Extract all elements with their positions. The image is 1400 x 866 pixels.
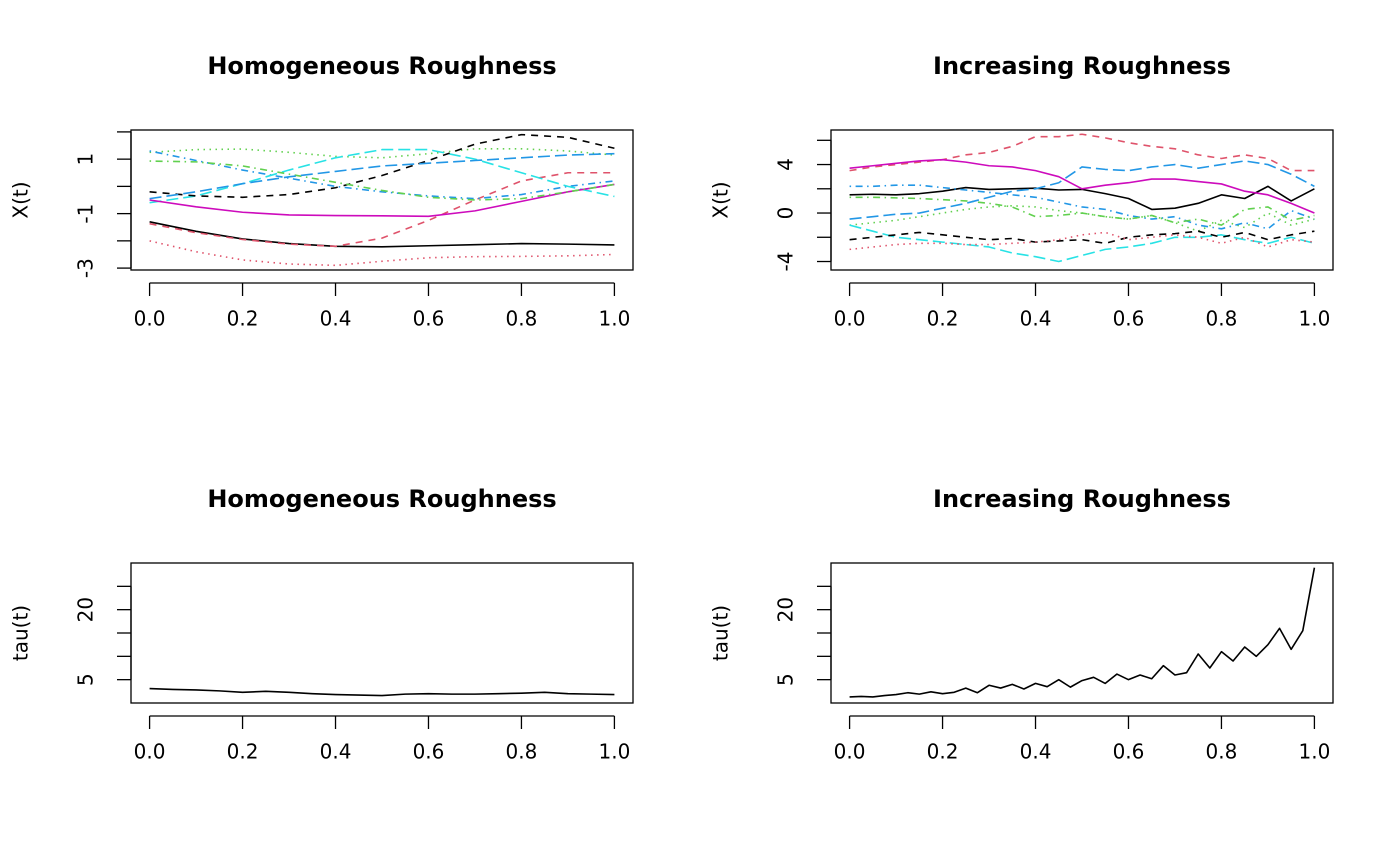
series-line — [849, 224, 1315, 263]
panel-title: Increasing Roughness — [933, 485, 1231, 513]
x-tick-label: 0.6 — [1113, 740, 1145, 764]
series-line — [849, 185, 1315, 211]
series-line — [149, 148, 615, 204]
series-line — [849, 184, 1315, 230]
y-tick-label: 5 — [774, 673, 798, 686]
x-tick-label: 0.0 — [134, 307, 166, 331]
x-tick-label: 0.2 — [227, 307, 259, 331]
y-tick-label: 0 — [774, 207, 798, 220]
plot-box — [130, 562, 634, 704]
x-tick-label: 1.0 — [1299, 740, 1331, 764]
series-line — [149, 133, 615, 199]
x-tick-label: 0.8 — [506, 307, 538, 331]
series-line — [849, 567, 1316, 698]
x-tick-label: 0.6 — [413, 740, 445, 764]
series-line — [149, 240, 615, 267]
x-tick-label: 0.4 — [320, 740, 352, 764]
y-tick-label: 5 — [74, 673, 98, 686]
x-tick-label: 0.0 — [834, 307, 866, 331]
x-tick-label: 0.6 — [413, 307, 445, 331]
y-tick-label: 20 — [774, 597, 798, 622]
x-tick-label: 0.2 — [227, 740, 259, 764]
y-tick-label: 1 — [74, 153, 98, 166]
y-axis-label: X(t) — [9, 181, 33, 218]
y-tick-label: -1 — [74, 204, 98, 224]
panel-title: Homogeneous Roughness — [207, 52, 556, 80]
series-line — [849, 160, 1315, 220]
series-line — [849, 230, 1315, 245]
series-line — [149, 221, 615, 248]
x-tick-label: 0.4 — [1020, 307, 1052, 331]
x-tick-label: 0.6 — [1113, 307, 1145, 331]
x-tick-label: 0.8 — [506, 740, 538, 764]
series-line — [849, 133, 1315, 172]
series-line — [149, 152, 615, 200]
series-line — [149, 150, 615, 200]
y-axis-label: X(t) — [709, 181, 733, 218]
series-line — [849, 204, 1315, 233]
series-line — [149, 687, 615, 697]
x-tick-label: 0.2 — [927, 307, 959, 331]
x-tick-label: 0.4 — [1020, 740, 1052, 764]
series-line — [849, 231, 1315, 251]
x-tick-label: 0.0 — [834, 740, 866, 764]
x-tick-label: 0.0 — [134, 740, 166, 764]
y-tick-label: 4 — [774, 158, 798, 171]
series-line — [149, 171, 615, 248]
x-tick-label: 0.8 — [1206, 740, 1238, 764]
plot-box — [830, 129, 1334, 271]
series-line — [849, 158, 1315, 214]
panel-title: Homogeneous Roughness — [207, 485, 556, 513]
x-tick-label: 1.0 — [1299, 307, 1331, 331]
x-tick-label: 1.0 — [599, 740, 631, 764]
x-tick-label: 0.4 — [320, 307, 352, 331]
x-tick-label: 0.2 — [927, 740, 959, 764]
x-tick-label: 1.0 — [599, 307, 631, 331]
x-tick-label: 0.8 — [1206, 307, 1238, 331]
y-tick-label: -3 — [74, 258, 98, 278]
plot-box — [830, 562, 1334, 704]
series-line — [849, 196, 1315, 226]
y-axis-label: tau(t) — [9, 605, 33, 661]
panel-title: Increasing Roughness — [933, 52, 1231, 80]
y-tick-label: 20 — [74, 597, 98, 622]
y-axis-label: tau(t) — [709, 605, 733, 661]
series-line — [149, 183, 615, 218]
y-tick-label: -4 — [774, 252, 798, 272]
series-line — [149, 160, 615, 201]
